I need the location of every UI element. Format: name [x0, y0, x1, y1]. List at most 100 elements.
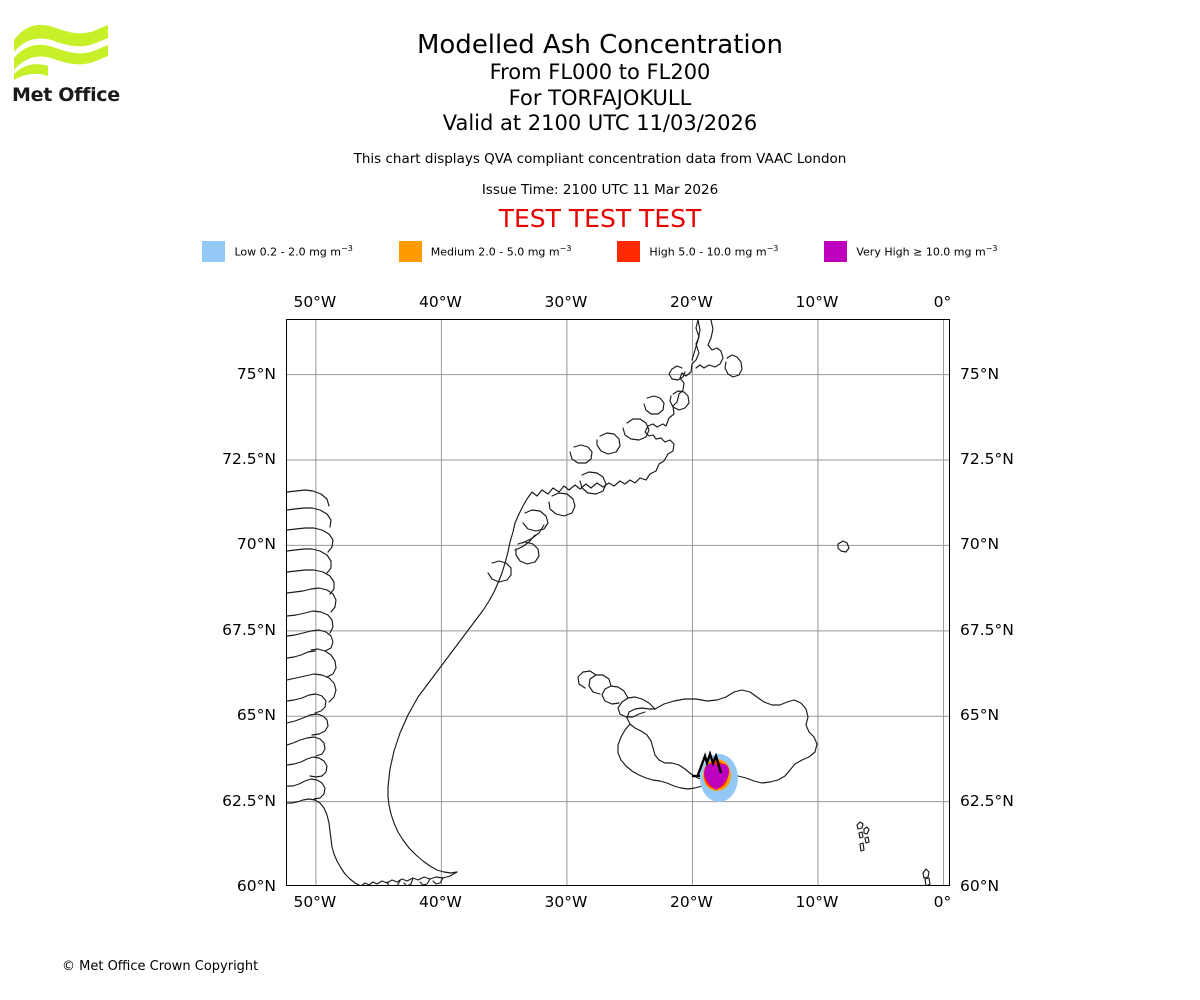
ne-greenland-bay-5: [596, 432, 621, 455]
lon-tick-label: 20°W: [670, 893, 713, 911]
lon-tick-label: 0°: [933, 293, 952, 311]
scoresby-sund: [521, 524, 545, 544]
cape-farewell: [386, 880, 401, 885]
greenland-west-fjord-9: [287, 629, 334, 652]
ne-greenland-bay-3: [643, 395, 665, 415]
scoresby-branch: [514, 534, 536, 551]
ne-greenland-bay-7: [579, 471, 607, 495]
lat-tick-label-left: 65°N: [236, 706, 276, 725]
greenland-west-fjord-7: [310, 648, 337, 678]
lon-tick-label: 50°W: [293, 893, 337, 911]
page-title: Modelled Ash Concentration: [416, 30, 784, 60]
lat-tick-label-right: 72.5°N: [960, 450, 1014, 469]
met-office-waves-icon: [12, 18, 110, 80]
greenland-west-fjord-8: [287, 650, 316, 659]
greenland-west-fjord-13: [287, 548, 332, 574]
ne-greenland-bay-9: [522, 509, 549, 532]
ne-greenland-bay-11: [487, 560, 512, 583]
lat-tick-label-right: 70°N: [960, 535, 1000, 554]
greenland-west-fjord-2: [287, 756, 328, 778]
greenland-west-fjord-6: [287, 673, 337, 703]
lon-tick-label: 20°W: [670, 293, 713, 311]
greenland-west-fjord-1: [287, 778, 326, 800]
legend-sup-low: −3: [340, 244, 353, 254]
chart-title-block: Modelled Ash Concentration From FL000 to…: [0, 0, 1200, 234]
south-bay-2: [419, 878, 431, 885]
iceland-westfjords-hook: [577, 670, 597, 689]
map-gridlines: [287, 320, 949, 885]
greenland-west-fjord-15: [287, 507, 332, 528]
flight-level-range: From FL000 to FL200: [489, 60, 711, 84]
legend-sup-very-high: −3: [985, 244, 998, 254]
lon-tick-label: 10°W: [795, 293, 839, 311]
lat-tick-label-left: 60°N: [236, 877, 276, 895]
lon-tick-label: 50°W: [293, 293, 337, 311]
lon-tick-label: 30°W: [544, 893, 588, 911]
iceland-westfjords-tip: [588, 674, 612, 695]
lat-tick-label-left: 72.5°N: [222, 450, 276, 469]
ne-greenland-bay-2: [669, 390, 690, 411]
lon-tick-label: 0°: [933, 893, 952, 911]
lat-tick-label-right: 75°N: [960, 364, 1000, 383]
legend-item-low: Low 0.2 - 2.0 mg m−3: [202, 241, 353, 262]
greenland-west-fjord-12: [287, 569, 335, 595]
greenland-west-fjord-14: [287, 527, 334, 553]
lon-tick-label: 30°W: [544, 293, 588, 311]
issue-time: Issue Time: 2100 UTC 11 Mar 2026: [481, 181, 719, 198]
lat-tick-label-left: 70°N: [236, 535, 276, 554]
iceland-westfjords-north: [601, 685, 629, 705]
legend-swatch-low: [202, 241, 226, 262]
lon-tick-label: 40°W: [418, 293, 462, 311]
lat-tick-label-right: 62.5°N: [960, 791, 1014, 810]
lat-tick-label-right: 65°N: [960, 706, 1000, 725]
iceland-south-coast: [617, 723, 710, 790]
map-panel[interactable]: 50°W 40°W 30°W 20°W 10°W 0° 75°N 72.5°N 70°N 67.…: [222, 293, 1014, 911]
legend-swatch-very-high: [824, 241, 848, 262]
greenland-west-fjord-3: [287, 736, 326, 757]
lat-tick-label-left: 62.5°N: [222, 791, 276, 810]
lon-tick-label: 40°W: [418, 893, 462, 911]
ne-greenland-bay-8: [548, 492, 576, 517]
ne-greenland-upper: [691, 320, 701, 361]
valid-time: Valid at 2100 UTC 11/03/2026: [442, 111, 758, 135]
ne-greenland-bay-4: [622, 418, 650, 441]
lat-tick-label-left: 67.5°N: [222, 620, 276, 639]
ash-concentration-plume: [700, 754, 738, 802]
qva-note: This chart displays QVA compliant concen…: [353, 150, 847, 167]
map-canvas[interactable]: [287, 320, 950, 886]
legend-item-very-high: Very High ≥ 10.0 mg m−3: [824, 241, 998, 262]
ne-greenland-bay-1: [668, 365, 686, 381]
ne-greenland-island-1: [695, 320, 724, 369]
ne-greenland-bay-6: [569, 444, 593, 464]
copyright-notice: © Met Office Crown Copyright: [62, 959, 259, 974]
volcano-icon: [692, 750, 723, 778]
map-frame[interactable]: [286, 319, 950, 886]
concentration-legend: Low 0.2 - 2.0 mg m−3 Medium 2.0 - 5.0 mg…: [0, 241, 1200, 262]
legend-swatch-medium: [398, 241, 422, 262]
greenland-west-fjord-10: [287, 610, 334, 634]
met-office-logo: Met Office: [12, 18, 122, 113]
lat-tick-label-left: 75°N: [236, 364, 276, 383]
lat-tick-label-right: 60°N: [960, 877, 1000, 895]
south-bay-3: [432, 877, 444, 885]
coastlines: [287, 320, 931, 885]
greenland-east-coast: [387, 320, 700, 874]
south-bay-1: [403, 877, 414, 885]
legend-item-medium: Medium 2.0 - 5.0 mg m−3: [398, 241, 572, 262]
met-office-wordmark: Met Office: [12, 84, 120, 106]
greenland-west-fjord-5: [287, 693, 327, 714]
faroe-islands: [856, 821, 870, 852]
shetland-islands: [922, 868, 931, 885]
greenland-southwest-coast: [287, 798, 361, 885]
lat-tick-label-right: 67.5°N: [960, 620, 1014, 639]
legend-item-high: High 5.0 - 10.0 mg m−3: [617, 241, 778, 262]
legend-sup-medium: −3: [559, 244, 572, 254]
iceland-westfjords: [617, 696, 656, 718]
ne-greenland-bay-10: [515, 541, 540, 565]
jan-mayen-island: [837, 540, 850, 553]
legend-label-very-high: Very High ≥ 10.0 mg m−3: [856, 244, 998, 259]
greenland-west-fjord-11: [287, 587, 337, 613]
legend-label-medium: Medium 2.0 - 5.0 mg m−3: [430, 244, 572, 259]
legend-swatch-high: [617, 241, 641, 262]
iceland-coastline: [626, 689, 818, 784]
